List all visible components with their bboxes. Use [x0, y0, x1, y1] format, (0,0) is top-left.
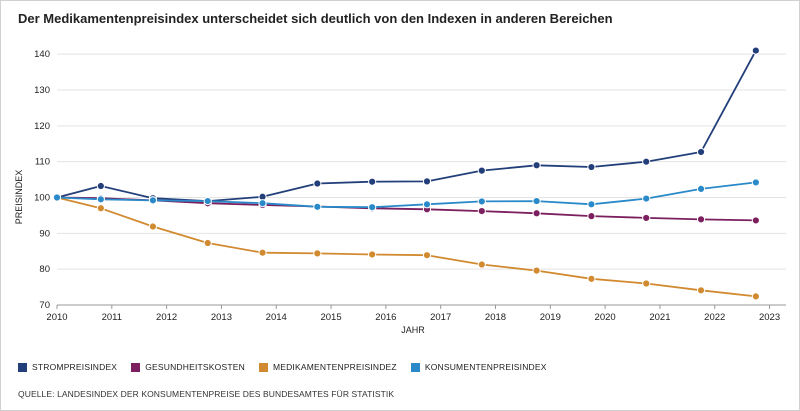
x-tick-label: 2022	[704, 312, 725, 323]
data-point-medikamentenpreisindez[interactable]	[642, 279, 651, 288]
x-tick-label: 2019	[540, 312, 561, 323]
data-point-strompreisindex[interactable]	[751, 46, 760, 55]
data-point-gesundheitskosten[interactable]	[642, 213, 651, 223]
data-point-gesundheitskosten[interactable]	[751, 216, 760, 225]
data-point-konsumentenpreisindex[interactable]	[642, 194, 651, 203]
data-point-strompreisindex[interactable]	[96, 181, 105, 191]
data-point-medikamentenpreisindez[interactable]	[313, 249, 322, 258]
data-point-konsumentenpreisindex[interactable]	[313, 202, 322, 211]
x-tick-label: 2013	[211, 312, 232, 323]
series-line-konsumentenpreisindex	[56, 181, 757, 209]
x-tick-label: 2010	[46, 312, 67, 323]
legend-item-medikamentenpreisindez[interactable]: MEDIKAMENTENPREISINDEZ	[258, 362, 397, 372]
x-tick-label: 2016	[375, 312, 396, 323]
gridlines	[57, 53, 786, 306]
legend-swatch	[258, 362, 268, 372]
x-axis-label: JAHR	[401, 325, 425, 335]
legend-item-konsumentenpreisindex[interactable]: KONSUMENTENPREISINDEX	[410, 362, 547, 372]
data-point-strompreisindex[interactable]	[368, 177, 377, 186]
y-axis-ticks: 70 80 90 100 110 120 130 140	[34, 49, 50, 311]
series-line-strompreisindex	[56, 50, 757, 203]
data-point-strompreisindex[interactable]	[587, 162, 596, 172]
data-point-medikamentenpreisindez[interactable]	[203, 238, 212, 248]
data-point-konsumentenpreisindex[interactable]	[203, 196, 212, 206]
x-tick-label: 2020	[595, 312, 616, 323]
legend-swatch	[131, 362, 141, 372]
data-point-gesundheitskosten[interactable]	[587, 212, 596, 221]
data-point-strompreisindex[interactable]	[642, 157, 651, 166]
y-tick-label: 100	[34, 193, 50, 204]
data-point-strompreisindex[interactable]	[422, 177, 432, 186]
data-point-strompreisindex[interactable]	[313, 179, 322, 188]
data-point-medikamentenpreisindez[interactable]	[532, 266, 541, 275]
data-point-medikamentenpreisindez[interactable]	[751, 292, 760, 301]
data-point-konsumentenpreisindex[interactable]	[587, 200, 596, 209]
legend-label: STROMPREISINDEX	[32, 362, 118, 372]
y-tick-label: 110	[35, 157, 50, 168]
data-point-konsumentenpreisindex[interactable]	[148, 196, 158, 205]
data-point-medikamentenpreisindez[interactable]	[477, 260, 486, 269]
x-tick-label: 2014	[266, 312, 287, 323]
x-tick-label: 2015	[320, 312, 341, 323]
data-point-konsumentenpreisindex[interactable]	[368, 203, 377, 212]
data-point-konsumentenpreisindex[interactable]	[751, 178, 760, 187]
series-group	[52, 46, 760, 301]
data-point-medikamentenpreisindez[interactable]	[258, 248, 267, 257]
legend-label: GESUNDHEITSKOSTEN	[145, 362, 245, 372]
series-konsumentenpreisindex	[52, 178, 760, 212]
data-point-strompreisindex[interactable]	[532, 161, 541, 170]
x-tick-label: 2021	[649, 312, 670, 323]
x-tick-label: 2018	[485, 312, 506, 323]
chart-title: Der Medikamentenpreisindex unterscheidet…	[18, 11, 613, 26]
data-point-medikamentenpreisindez[interactable]	[148, 222, 158, 231]
y-tick-label: 130	[34, 85, 50, 96]
data-point-gesundheitskosten[interactable]	[532, 209, 541, 218]
legend-label: KONSUMENTENPREISINDEX	[424, 362, 547, 372]
data-point-konsumentenpreisindex[interactable]	[477, 197, 486, 206]
data-point-medikamentenpreisindez[interactable]	[587, 274, 596, 283]
data-point-konsumentenpreisindex[interactable]	[52, 193, 62, 202]
data-point-gesundheitskosten[interactable]	[477, 207, 486, 216]
y-tick-label: 70	[39, 300, 50, 311]
legend-item-gesundheitskosten[interactable]: GESUNDHEITSKOSTEN	[131, 362, 245, 372]
source-note: QUELLE: LANDESINDEX DER KONSUMENTENPREIS…	[18, 389, 395, 399]
legend: STROMPREISINDEX GESUNDHEITSKOSTEN MEDIKAME…	[18, 362, 561, 372]
x-tick-label: 2011	[102, 312, 122, 323]
data-point-konsumentenpreisindex[interactable]	[532, 196, 541, 206]
legend-swatch	[410, 362, 420, 372]
legend-item-strompreisindex[interactable]: STROMPREISINDEX	[18, 362, 117, 372]
data-point-medikamentenpreisindez[interactable]	[96, 204, 105, 213]
data-point-strompreisindex[interactable]	[696, 147, 706, 157]
data-point-medikamentenpreisindez[interactable]	[422, 251, 432, 260]
legend-label: MEDIKAMENTENPREISINDEZ	[272, 362, 397, 372]
data-point-konsumentenpreisindex[interactable]	[258, 199, 267, 208]
data-point-medikamentenpreisindez[interactable]	[368, 250, 377, 259]
data-point-konsumentenpreisindex[interactable]	[96, 195, 105, 204]
series-line-medikamentenpreisindez	[56, 196, 756, 298]
data-point-medikamentenpreisindez[interactable]	[696, 286, 706, 295]
y-tick-label: 80	[39, 264, 50, 275]
x-tick-label: 2017	[430, 312, 451, 323]
y-tick-label: 140	[34, 49, 50, 60]
legend-swatch	[18, 362, 27, 372]
data-point-konsumentenpreisindex[interactable]	[696, 184, 706, 193]
series-medikamentenpreisindez	[52, 193, 760, 301]
x-axis-ticks: 2010 2011 2012 2013 2014 2015 2016 2017 2018 2019…	[46, 305, 780, 323]
data-point-konsumentenpreisindex[interactable]	[422, 200, 432, 209]
y-tick-label: 90	[39, 228, 50, 239]
data-point-gesundheitskosten[interactable]	[696, 215, 706, 224]
y-tick-label: 120	[34, 121, 50, 132]
data-point-strompreisindex[interactable]	[477, 166, 486, 175]
x-tick-label: 2023	[759, 312, 780, 323]
y-axis-label: PREISINDEX	[14, 170, 24, 225]
x-tick-label: 2012	[156, 312, 177, 323]
